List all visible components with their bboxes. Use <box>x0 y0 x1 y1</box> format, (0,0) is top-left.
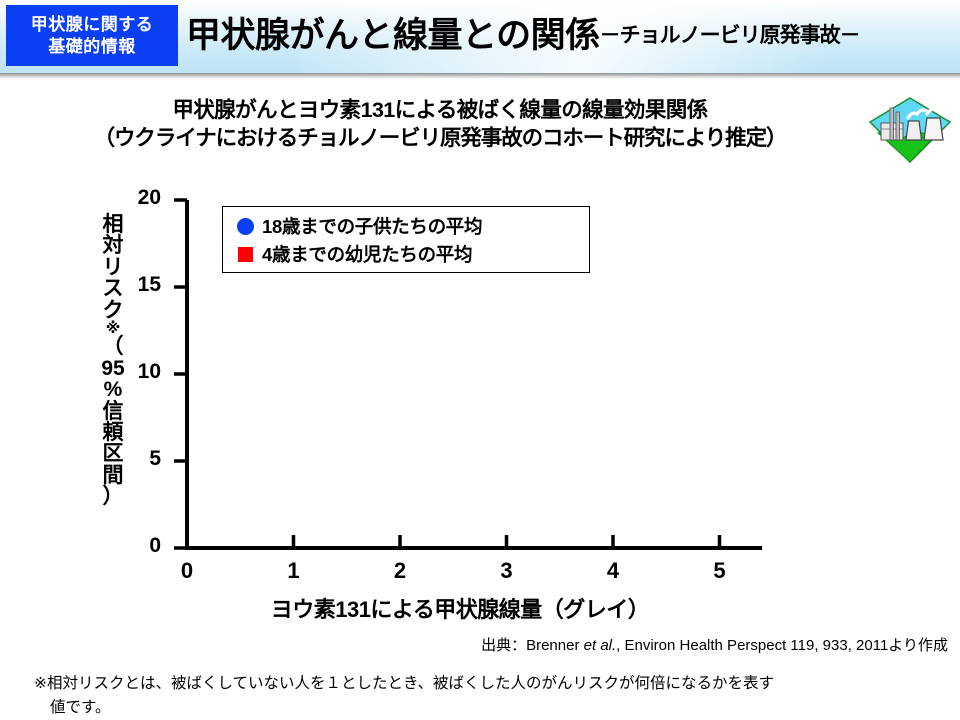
y-axis-char-3: ス <box>102 277 124 301</box>
y-axis-char-12: 間 <box>102 463 124 487</box>
category-badge: 甲状腺に関する 基礎的情報 <box>6 5 178 66</box>
legend-item-infants: 4歳までの幼児たちの平均 <box>237 240 589 268</box>
y-axis-char-10: 頼 <box>102 420 124 444</box>
y-axis-char-6: （ <box>102 335 124 359</box>
y-axis-char-7: 95 <box>101 356 125 380</box>
chart-title-line1: 甲状腺がんとヨウ素131による被ばく線量の線量効果関係 <box>172 98 708 122</box>
y-axis-char-1: 対 <box>102 234 124 258</box>
nuclear-power-plant-logo-icon <box>868 96 952 164</box>
category-badge-line1: 甲状腺に関する <box>30 15 154 35</box>
page-title-main: 甲状腺がんと線量との関係 <box>186 16 600 55</box>
y-tick-label: 0 <box>149 534 161 557</box>
legend-item-children: 18歳までの子供たちの平均 <box>237 212 589 240</box>
y-axis-char-4: ク <box>102 298 124 322</box>
source-italic: et al. <box>583 637 617 654</box>
y-axis-char-8: % <box>103 378 123 402</box>
legend-circle-marker-icon <box>237 217 254 235</box>
y-axis-char-2: リ <box>102 255 124 279</box>
x-axis-title: ヨウ素131による甲状腺線量（グレイ） <box>270 597 650 622</box>
y-axis-title: 相 対 リ ス ク ※ （ 95 % 信 頼 区 間 ） <box>96 214 130 508</box>
category-badge-line2: 基礎的情報 <box>48 36 136 56</box>
header-divider <box>0 73 960 79</box>
x-tick-label: 2 <box>393 558 407 583</box>
y-tick-label: 15 <box>137 273 161 296</box>
y-tick-label: 20 <box>137 186 161 209</box>
plot-axes <box>174 198 763 550</box>
x-tick-label: 1 <box>287 558 300 583</box>
chart-title: 甲状腺がんとヨウ素131による被ばく線量の線量効果関係 （ウクライナにおけるチョ… <box>0 96 880 153</box>
y-axis-char-0: 相 <box>102 213 124 236</box>
legend-label-infants: 4歳までの幼児たちの平均 <box>262 244 473 265</box>
x-tick-label: 5 <box>713 558 726 583</box>
x-tick-label: 0 <box>180 558 194 583</box>
page-title: 甲状腺がんと線量との関係－チョルノービリ原発事故－ <box>186 7 861 58</box>
y-axis-char-5: ※ <box>105 320 121 338</box>
x-tick-label: 3 <box>500 558 513 583</box>
legend-label-children: 18歳までの子供たちの平均 <box>262 216 483 237</box>
source-citation: 出典：Brenner et al., Environ Health Perspe… <box>0 634 948 655</box>
chart-legend: 18歳までの子供たちの平均 4歳までの幼児たちの平均 <box>222 206 590 273</box>
footnote: ※相対リスクとは、被ばくしていない人を１としたとき、被ばくした人のがんリスクが何… <box>34 672 944 720</box>
page-title-sub: －チョルノービリ原発事故－ <box>599 24 861 47</box>
y-axis-char-9: 信 <box>102 399 124 423</box>
chart-title-line2: （ウクライナにおけるチョルノービリ原発事故のコホート研究により推定） <box>93 126 788 151</box>
footnote-line1: ※相対リスクとは、被ばくしていない人を１としたとき、被ばくした人のがんリスクが何… <box>34 675 774 692</box>
y-axis-char-13: ） <box>102 485 124 509</box>
source-suffix: , Environ Health Perspect 119, 933, 2011… <box>616 637 948 654</box>
source-prefix: 出典：Brenner <box>481 637 584 654</box>
y-tick-label: 5 <box>149 447 161 470</box>
legend-square-marker-icon <box>238 246 253 262</box>
y-axis-char-11: 区 <box>102 442 124 466</box>
x-tick-label: 4 <box>606 558 620 583</box>
y-tick-label: 10 <box>137 360 161 383</box>
footnote-line2: 値です。 <box>50 699 111 717</box>
